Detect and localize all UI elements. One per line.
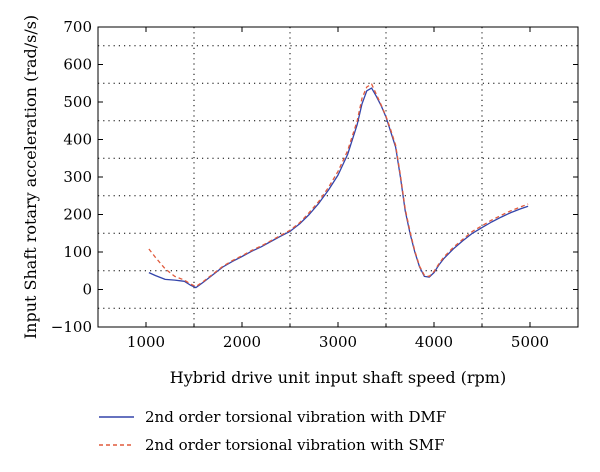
x-tick-label: 4000	[415, 333, 453, 351]
x-tick-label: 3000	[319, 333, 357, 351]
y-tick-label: 600	[63, 56, 92, 74]
y-tick-label: 400	[63, 131, 92, 149]
grid	[98, 27, 578, 327]
plot-frame	[97, 26, 579, 328]
series-lines	[148, 83, 529, 289]
legend-label-smf: 2nd order torsional vibration with SMF	[145, 436, 445, 454]
y-tick-label: 500	[63, 93, 92, 111]
y-tick-label: 300	[63, 168, 92, 186]
y-tick-label: −100	[51, 318, 92, 336]
y-tick-label: 200	[63, 206, 92, 224]
series-line-dmf	[148, 87, 529, 289]
x-tick-label: 1000	[127, 333, 165, 351]
y-tick-label: 0	[82, 281, 92, 299]
legend: 2nd order torsional vibration with DMF 2…	[99, 408, 446, 454]
y-axis-label: Input Shaft rotary acceleration (rad/s/s…	[21, 15, 40, 339]
x-axis-label: Hybrid drive unit input shaft speed (rpm…	[170, 368, 506, 387]
series-line-smf	[148, 83, 529, 288]
x-tick-label: 5000	[511, 333, 549, 351]
plot-area	[97, 26, 579, 328]
y-tick-label: 700	[63, 18, 92, 36]
y-tick-label: 100	[63, 243, 92, 261]
x-tick-label: 2000	[223, 333, 261, 351]
axis-ticks: 1000 2000 3000 4000 5000 −100 0 100 200 300 400 500…	[51, 18, 578, 351]
legend-label-dmf: 2nd order torsional vibration with DMF	[145, 408, 446, 426]
